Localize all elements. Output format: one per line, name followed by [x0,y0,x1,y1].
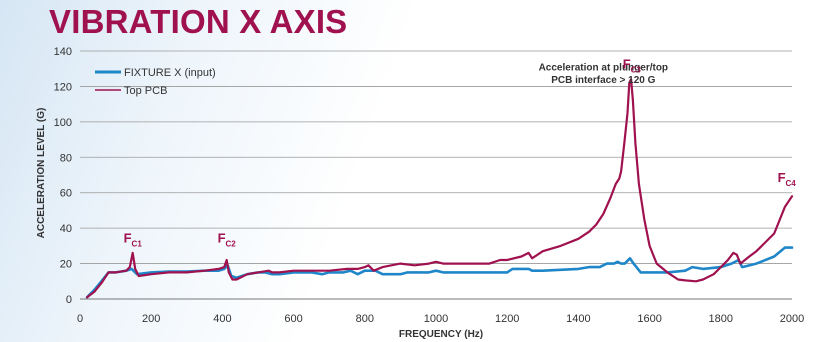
x-tick-label: 800 [356,313,374,325]
x-tick-label: 2000 [780,313,804,325]
frequency-marker-c2: FC2 [218,230,237,248]
series-layer [85,78,794,299]
grid [80,50,792,300]
series-line-fixture-x [85,246,794,299]
frequency-marker-c1: FC1 [124,230,143,248]
series-line-top-pcb [86,78,794,299]
chart-title: VIBRATION X AXIS [49,3,348,40]
y-tick-label: 20 [60,259,72,271]
frequency-marker-c4: FC4 [778,170,797,188]
y-tick-label: 140 [54,46,72,58]
y-axis-label: ACCELERATION LEVEL (G) [36,108,47,239]
x-axis-label: FREQUENCY (Hz) [399,329,483,340]
y-tick-label: 100 [54,117,72,129]
x-tick-label: 400 [213,313,231,325]
y-tick-label: 60 [60,188,72,200]
x-tick-label: 0 [77,313,83,325]
annotations: Acceleration at plunger/top PCB interface… [124,57,797,249]
x-tick-label: 1000 [424,313,448,325]
y-tick-label: 40 [60,223,72,235]
x-tick-label: 1600 [637,313,661,325]
annotation-text: PCB interface > 120 G [551,75,655,86]
y-tick-label: 80 [60,152,72,164]
legend-entry: FIXTURE X (input) [124,67,216,79]
frequency-marker-c3: FC3 [623,57,642,75]
legend: FIXTURE X (input) Top PCB [95,67,216,97]
x-tick-label: 200 [142,313,160,325]
legend-entry: Top PCB [124,85,167,97]
x-tick-label: 1200 [495,313,519,325]
annotation-text: Acceleration at plunger/top [539,62,668,73]
y-tick-label: 0 [66,294,72,306]
x-tick-label: 1400 [566,313,590,325]
y-tick-label: 120 [54,81,72,93]
x-tick-label: 1800 [709,313,733,325]
x-tick-label: 600 [284,313,302,325]
